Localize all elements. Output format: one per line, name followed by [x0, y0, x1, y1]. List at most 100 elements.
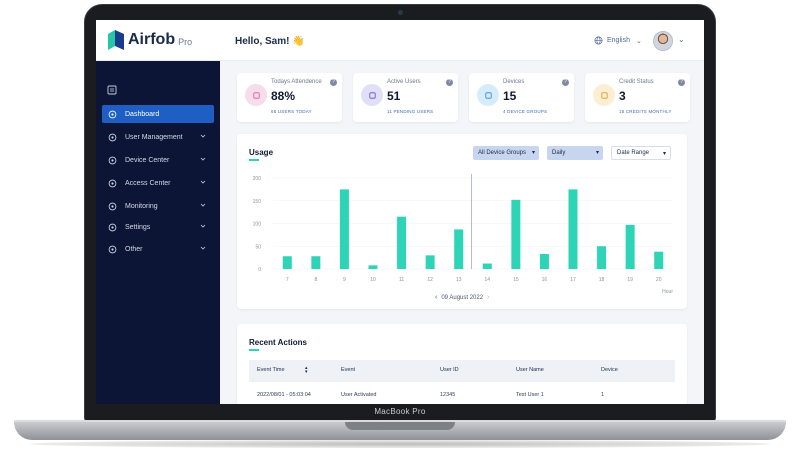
device-group-filter-label: All Device Groups — [478, 150, 527, 156]
tablet-icon-glyph — [484, 91, 492, 99]
stat-value: 15 — [503, 89, 517, 103]
stat-card-devices[interactable]: Devices 15 4 DEVICE GROUPS? — [469, 73, 574, 122]
sidebar-item-label: Access Center — [125, 179, 171, 187]
key-icon — [108, 179, 117, 187]
stat-subtitle: 65 USERS TODAY — [271, 109, 312, 114]
x-tick-label: 11 — [399, 277, 404, 283]
usage-bar[interactable] — [368, 265, 378, 269]
stat-subtitle: 15 CREDITS MONTHLY — [619, 109, 672, 114]
stat-subtitle: 4 DEVICE GROUPS — [503, 109, 548, 114]
dashboard-icon — [108, 110, 117, 118]
chevron-down-icon — [200, 246, 206, 250]
cell-event: User Activated — [341, 392, 377, 398]
wallet-icon-glyph — [600, 91, 608, 99]
column-header-user-id[interactable]: User ID — [440, 367, 459, 373]
stat-title: Todays Attendence — [271, 79, 322, 85]
stat-card-attendance[interactable]: Todays Attendence 88% 65 USERS TODAY? — [237, 73, 342, 122]
previous-date-button[interactable]: ‹ — [435, 294, 438, 301]
chevron-down-icon — [200, 224, 206, 228]
usage-card: Usage All Device Groups ▾ Daily ▾ Date R… — [237, 134, 687, 309]
usage-bar[interactable] — [625, 224, 635, 269]
usage-bar[interactable] — [454, 229, 464, 269]
stat-title: Devices — [503, 79, 525, 85]
column-header-user-name[interactable]: User Name — [516, 367, 544, 373]
chevron-down-icon: ▾ — [595, 150, 599, 156]
x-tick-label: 14 — [485, 277, 491, 283]
next-date-button[interactable]: › — [487, 294, 490, 301]
column-header-event-time[interactable]: Event Time — [257, 367, 285, 373]
recent-actions-card: Recent Actions Event Time ▴ ▾ Event User … — [237, 324, 687, 404]
usage-bar[interactable] — [654, 251, 664, 269]
avatar[interactable] — [653, 31, 673, 51]
date-range-filter[interactable]: Date Range ▾ — [611, 146, 671, 160]
column-header-device[interactable]: Device — [601, 367, 618, 373]
language-selector[interactable]: English ⌄ — [594, 36, 642, 45]
sidebar-item-user-management[interactable]: User Management — [102, 128, 214, 146]
date-range-filter-label: Date Range — [617, 150, 650, 156]
chevron-down-icon: ▾ — [531, 150, 535, 156]
x-tick-label: 13 — [456, 277, 462, 283]
device-label: MacBook Pro — [374, 407, 426, 416]
x-axis-label: Hour — [662, 289, 673, 295]
sort-icon[interactable]: ▴ ▾ — [305, 365, 308, 375]
table-header: Event Time ▴ ▾ Event User ID User Name De… — [249, 360, 675, 382]
language-label: English — [607, 37, 630, 44]
y-tick-label: 50 — [255, 244, 261, 250]
usage-bar[interactable] — [397, 216, 407, 269]
app-screen: Airfob Pro Hello, Sam! 👋 English ⌄ ⌄ Das… — [96, 20, 704, 404]
info-icon[interactable]: ? — [330, 79, 337, 86]
x-tick-label: 15 — [513, 277, 519, 283]
current-date: 09 August 2022 — [441, 294, 484, 301]
sidebar-item-access-center[interactable]: Access Center — [102, 174, 214, 192]
gear-icon — [108, 223, 117, 231]
sidebar-item-other[interactable]: Other — [102, 240, 214, 258]
brand[interactable]: Airfob Pro — [108, 30, 192, 50]
top-bar: Airfob Pro Hello, Sam! 👋 English ⌄ ⌄ — [96, 20, 704, 61]
usage-bar[interactable] — [597, 246, 607, 269]
y-tick-label: 150 — [253, 199, 262, 205]
document-icon[interactable] — [107, 85, 117, 95]
device-group-filter[interactable]: All Device Groups ▾ — [473, 146, 539, 160]
tablet-icon — [477, 84, 499, 106]
sidebar-item-device-center[interactable]: Device Center — [102, 151, 214, 169]
list-icon — [245, 84, 267, 106]
x-tick-label: 17 — [570, 277, 576, 283]
sidebar-item-dashboard[interactable]: Dashboard — [102, 105, 214, 123]
sidebar-item-label: Monitoring — [125, 202, 158, 210]
usage-bar[interactable] — [539, 253, 549, 269]
sidebar-item-monitoring[interactable]: Monitoring — [102, 197, 214, 215]
brand-suffix: Pro — [178, 36, 193, 47]
globe-icon — [594, 36, 603, 45]
usage-bar[interactable] — [282, 256, 292, 269]
info-icon[interactable]: ? — [446, 79, 453, 86]
x-tick-label: 18 — [599, 277, 605, 283]
usage-bar[interactable] — [568, 189, 578, 269]
chevron-down-icon — [200, 203, 206, 207]
usage-title: Usage — [249, 148, 274, 157]
stat-value: 88% — [271, 89, 296, 103]
user-icon — [108, 133, 117, 141]
stat-card-active-users[interactable]: Active Users 51 11 PENDING USERS? — [353, 73, 458, 122]
x-tick-label: 9 — [343, 277, 346, 283]
usage-bar[interactable] — [339, 189, 349, 269]
info-icon[interactable]: ? — [678, 79, 685, 86]
usage-bar[interactable] — [311, 256, 321, 269]
stat-title: Active Users — [387, 79, 421, 85]
usage-bar[interactable] — [511, 199, 521, 269]
chevron-down-icon: ⌄ — [635, 37, 642, 45]
title-underline — [249, 349, 259, 351]
column-header-event[interactable]: Event — [341, 367, 356, 373]
sidebar-item-settings[interactable]: Settings — [102, 218, 214, 236]
interval-filter[interactable]: Daily ▾ — [547, 146, 603, 160]
usage-bar[interactable] — [482, 263, 492, 269]
info-icon[interactable]: ? — [562, 79, 569, 86]
stat-title: Credit Status — [619, 79, 654, 85]
sidebar-item-label: Other — [125, 245, 143, 253]
chevron-down-icon[interactable]: ⌄ — [678, 35, 685, 44]
users-icon — [361, 84, 383, 106]
brand-name: Airfob — [128, 31, 176, 48]
cell-user-id: 12345 — [440, 392, 456, 398]
laptop-base-notch — [345, 422, 455, 430]
stat-card-credit-status[interactable]: Credit Status 3 15 CREDITS MONTHLY? — [585, 73, 690, 122]
usage-bar[interactable] — [425, 255, 435, 269]
